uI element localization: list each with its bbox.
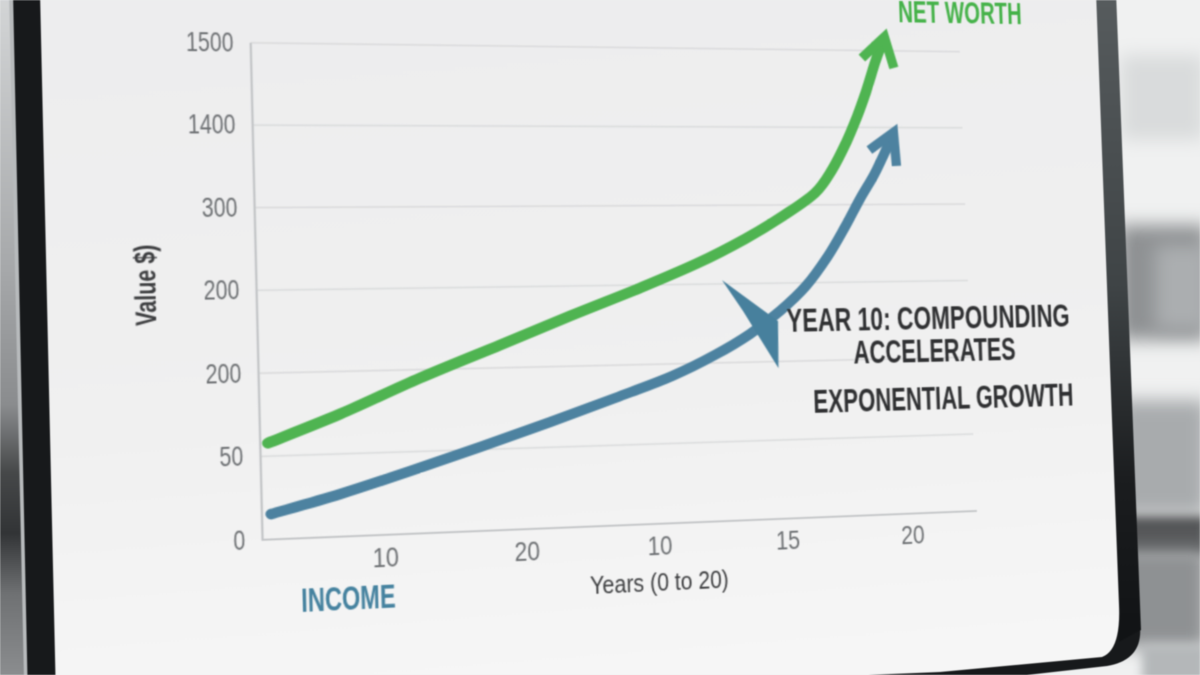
svg-text:NET WORTH: NET WORTH [897, 0, 1022, 31]
svg-text:300: 300 [201, 193, 237, 224]
svg-text:INCOME: INCOME [301, 577, 396, 620]
svg-text:200: 200 [203, 276, 239, 307]
svg-text:ACCELERATES: ACCELERATES [853, 331, 1016, 371]
svg-text:15: 15 [776, 526, 801, 556]
svg-text:10: 10 [647, 531, 673, 562]
svg-text:Years (0 to 20): Years (0 to 20) [590, 565, 729, 600]
svg-text:EXPONENTIAL GROWTH: EXPONENTIAL GROWTH [813, 377, 1074, 421]
svg-text:20: 20 [514, 537, 540, 568]
svg-text:20: 20 [901, 521, 925, 551]
svg-text:200: 200 [205, 359, 241, 391]
svg-text:1500: 1500 [186, 27, 234, 58]
svg-text:50: 50 [219, 442, 244, 474]
svg-text:YEAR 10: COMPOUNDING: YEAR 10: COMPOUNDING [786, 298, 1070, 340]
svg-text:1400: 1400 [188, 110, 236, 141]
svg-text:10: 10 [372, 542, 399, 574]
svg-text:Value $): Value $) [128, 244, 163, 326]
svg-text:0: 0 [233, 525, 246, 556]
